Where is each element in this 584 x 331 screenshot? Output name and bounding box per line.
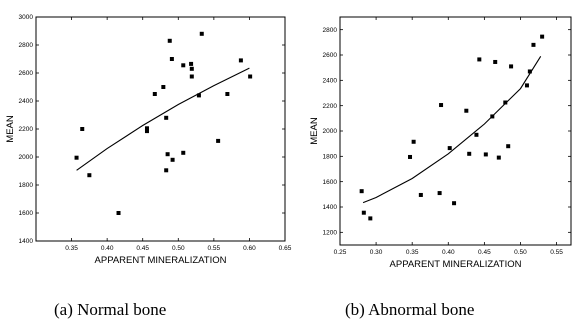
x-tick-label: 0.40 [101, 245, 114, 252]
y-tick-label: 1600 [323, 179, 338, 186]
data-point [152, 92, 157, 96]
chart-panel-abnormal-bone: 0.25 0.30 0.35 0.40 0.45 0.50 0.55 1200 1400 1600… [309, 16, 572, 270]
x-tick-label: 0.45 [136, 245, 149, 252]
data-point [474, 132, 479, 137]
data-point [165, 152, 170, 157]
fit-curve [76, 67, 250, 171]
data-point [144, 129, 149, 134]
data-point [490, 114, 495, 119]
data-point [540, 34, 545, 39]
data-point [199, 31, 204, 36]
y-tick-label: 1600 [19, 210, 34, 217]
data-point [74, 155, 79, 160]
data-point [189, 66, 194, 71]
x-tick-label: 0.25 [334, 249, 347, 256]
data-point [144, 126, 149, 131]
data-point [506, 144, 511, 149]
y-tick-label: 2400 [19, 98, 34, 105]
y-axis-label: MEAN [5, 115, 16, 143]
x-axis-label: APPARENT MINERALIZATION [95, 255, 227, 266]
data-point [509, 64, 514, 69]
data-point [181, 63, 186, 68]
data-point [477, 57, 482, 62]
y-tick-label: 2800 [323, 27, 338, 34]
data-point [503, 100, 508, 105]
x-tick-label: 0.45 [478, 249, 491, 256]
x-tick-label: 0.65 [279, 245, 292, 252]
data-point [359, 189, 364, 194]
data-point [467, 151, 472, 156]
data-point [170, 157, 175, 162]
y-tick-label: 1400 [19, 238, 34, 245]
y-tick-label: 1800 [323, 154, 338, 161]
data-point [189, 74, 194, 79]
data-point [238, 58, 243, 63]
data-point [418, 192, 423, 197]
data-point [196, 93, 201, 98]
y-tick-label: 2600 [323, 52, 338, 59]
x-tick-label: 0.30 [370, 249, 383, 256]
plot-frame [35, 16, 286, 242]
fit-curve [362, 56, 542, 204]
data-point [452, 201, 457, 206]
data-point [437, 191, 442, 196]
data-point [493, 59, 498, 64]
data-point [411, 139, 416, 144]
data-point [496, 155, 501, 160]
y-tick-label: 1200 [323, 230, 338, 237]
x-tick-label: 0.50 [514, 249, 527, 256]
y-tick-label: 2200 [323, 103, 338, 110]
y-tick-label: 3000 [19, 14, 34, 21]
caption-abnormal-bone: (b) Abnormal bone [345, 300, 475, 319]
data-point [216, 138, 221, 143]
data-point [167, 38, 172, 43]
data-point [164, 168, 169, 173]
data-point [361, 210, 366, 215]
x-axis-label: APPARENT MINERALIZATION [390, 259, 522, 270]
x-tick-label: 0.60 [243, 245, 256, 252]
data-point [464, 108, 469, 113]
data-point [189, 61, 194, 66]
y-tick-label: 1800 [19, 182, 34, 189]
data-point [80, 127, 85, 131]
data-point [439, 103, 444, 108]
data-point [161, 85, 166, 89]
data-point [248, 74, 253, 79]
y-axis-label: MEAN [309, 117, 320, 145]
data-point [169, 57, 174, 61]
data-point [531, 42, 536, 47]
x-tick-label: 0.35 [406, 249, 419, 256]
y-tick-label: 2600 [19, 70, 34, 77]
data-point [181, 150, 186, 155]
data-point [447, 146, 452, 151]
x-tick-label: 0.35 [65, 245, 78, 252]
data-point [87, 173, 92, 178]
x-tick-label: 0.40 [442, 249, 455, 256]
x-tick-label: 0.55 [550, 249, 563, 256]
y-tick-label: 2800 [19, 42, 34, 49]
data-point [408, 154, 413, 159]
y-tick-label: 2000 [19, 154, 34, 161]
data-point [116, 211, 121, 215]
y-tick-label: 2000 [323, 128, 338, 135]
data-point [225, 92, 230, 96]
data-point [527, 69, 532, 74]
data-point [368, 216, 373, 221]
caption-normal-bone: (a) Normal bone [54, 300, 167, 319]
y-tick-label: 2200 [19, 126, 34, 133]
data-point [164, 115, 169, 120]
data-point [524, 83, 529, 88]
y-tick-label: 1400 [323, 204, 338, 211]
x-tick-label: 0.50 [172, 245, 185, 252]
x-tick-label: 0.55 [208, 245, 221, 252]
plot-frame [339, 16, 572, 246]
chart-panel-normal-bone: 0.35 0.40 0.45 0.50 0.55 0.60 0.65 1400 1600 1800… [5, 14, 292, 266]
y-tick-label: 2400 [323, 78, 338, 85]
data-point [483, 152, 488, 157]
